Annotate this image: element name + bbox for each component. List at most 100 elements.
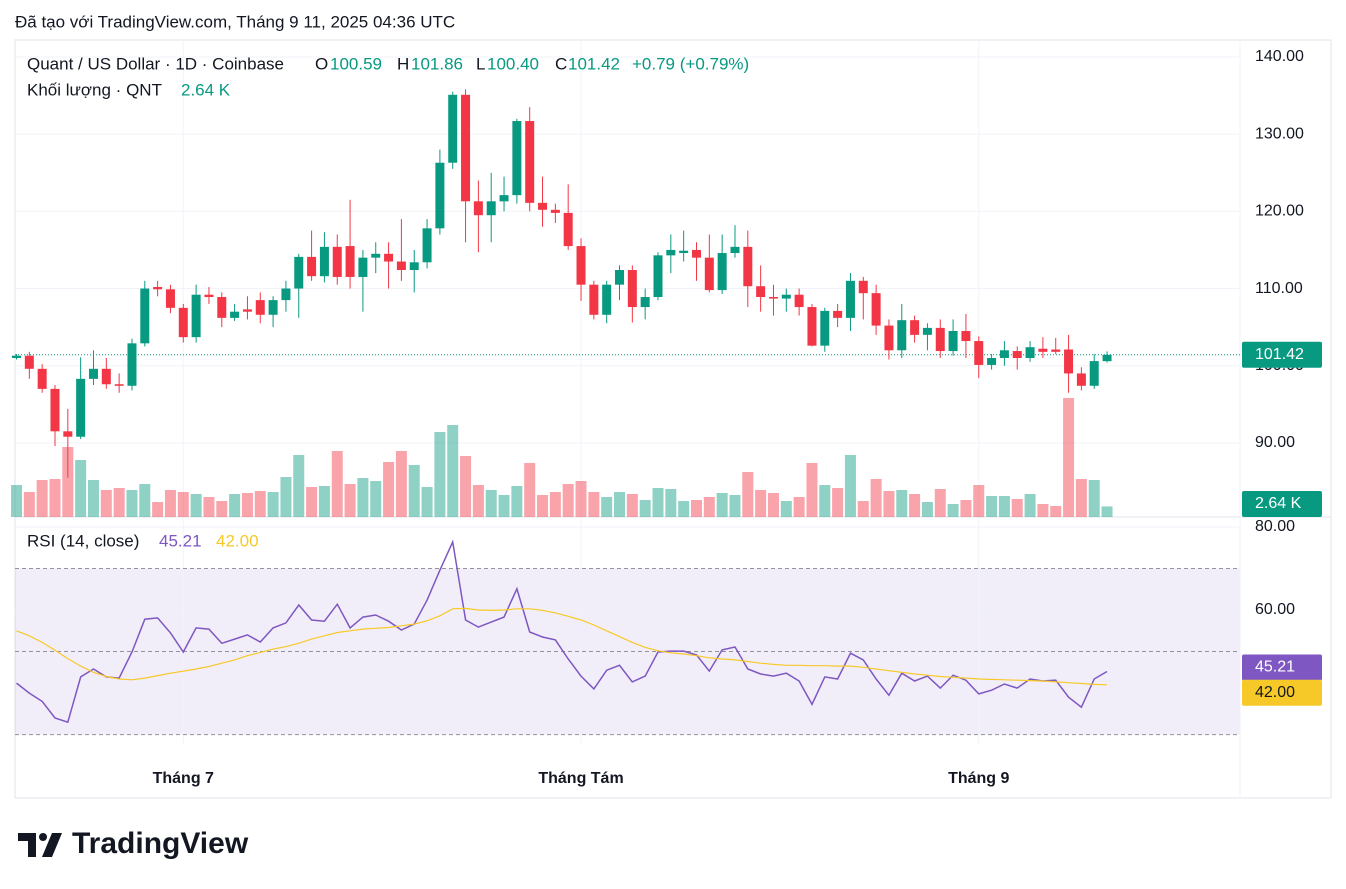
y-tick-label: 120.00: [1255, 203, 1304, 220]
volume-bar: [1037, 504, 1049, 517]
candle-body: [461, 94, 471, 202]
candle-body: [538, 202, 548, 210]
candle-body: [730, 246, 740, 254]
candle-body: [525, 121, 535, 203]
candle-body: [653, 255, 663, 298]
volume-bar: [190, 494, 202, 517]
volume-bar: [793, 497, 805, 517]
rsi-legend-value: 42.00: [216, 531, 259, 550]
volume-bar: [370, 481, 382, 517]
volume-bar: [588, 492, 600, 517]
last-price-tag: 101.42: [1255, 346, 1304, 363]
candle-body: [615, 270, 625, 285]
volume-bar: [1088, 480, 1100, 517]
candle-body: [217, 297, 227, 318]
last-price-tag-bg: [1242, 341, 1322, 368]
candle-body: [499, 195, 509, 202]
header: Đã tạo với TradingView.com, Tháng 9 11, …: [15, 12, 455, 31]
volume-bar: [23, 492, 35, 517]
candle-body: [794, 294, 804, 308]
rsi-tag: 45.21: [1255, 659, 1295, 676]
y-tick-label: 140.00: [1255, 48, 1304, 65]
volume-bar: [139, 484, 151, 517]
volume-bar: [229, 494, 241, 517]
rsi-legend: RSI (14, close): [27, 531, 139, 550]
candle-body: [153, 286, 163, 290]
volume-bar: [767, 493, 779, 517]
candle-body: [165, 289, 175, 308]
candle-body: [987, 358, 997, 365]
volume-bar: [780, 501, 792, 517]
volume-bar: [986, 496, 998, 517]
candle-body: [24, 355, 34, 369]
candle-body: [101, 368, 111, 385]
legend-change: +0.79 (+0.79%): [632, 54, 749, 73]
candle-body: [589, 284, 599, 315]
candle-body: [871, 293, 881, 326]
candle-body: [910, 320, 920, 335]
candle-body: [76, 378, 86, 437]
rsi-tag-bg: [1242, 679, 1322, 706]
volume-bar: [729, 495, 741, 517]
volume-bar: [549, 492, 561, 517]
candle-body: [204, 294, 214, 298]
volume-bar: [395, 451, 407, 517]
candle-body: [897, 320, 907, 351]
candle-body: [140, 288, 150, 344]
volume-bar: [62, 447, 74, 517]
volume-bar: [883, 491, 895, 517]
volume-bar: [639, 500, 651, 517]
y-tick-label: 90.00: [1255, 434, 1295, 451]
volume-bar: [1075, 479, 1087, 517]
volume-bar: [460, 456, 472, 517]
volume-bar: [998, 496, 1010, 517]
volume-bar: [755, 490, 767, 517]
candle-body: [1051, 349, 1061, 352]
candle-body: [576, 246, 586, 285]
volume-bar: [844, 455, 856, 517]
candle-body: [255, 300, 265, 315]
volume-bar: [254, 491, 266, 517]
volume-bar: [113, 488, 125, 517]
candle-body: [1012, 351, 1022, 358]
volume-bar: [203, 497, 215, 517]
y-tick-label: 130.00: [1255, 125, 1304, 142]
footer-brand: TradingView: [72, 827, 249, 860]
candle-body: [1089, 361, 1099, 386]
candle-body: [1025, 347, 1035, 358]
volume-bar: [665, 489, 677, 517]
volume-bar: [973, 485, 985, 517]
volume-bar: [447, 425, 459, 517]
rsi-tag: 42.00: [1255, 684, 1295, 701]
candle-body: [178, 307, 188, 338]
candle-body: [332, 246, 342, 277]
candle-body: [319, 246, 329, 277]
volume-bar: [857, 501, 869, 517]
candle-body: [358, 257, 368, 277]
candle-body: [396, 261, 406, 271]
volume-bar: [934, 489, 946, 517]
volume-bar: [806, 463, 818, 517]
candle-body: [1064, 349, 1074, 374]
candle-body: [50, 388, 60, 432]
volume-bar: [164, 490, 176, 517]
candle-body: [37, 368, 47, 389]
candle-body: [602, 284, 612, 315]
candle-body: [230, 311, 240, 318]
volume-tag-bg: [1242, 491, 1322, 517]
volume-bar: [909, 494, 921, 517]
candle-body: [756, 286, 766, 298]
candle-body: [127, 343, 137, 386]
candle-body: [12, 355, 21, 358]
volume-bar: [36, 480, 48, 517]
candle-body: [820, 310, 830, 346]
candle-body: [114, 384, 124, 386]
volume-bar: [678, 501, 690, 517]
chart-frame: [14, 39, 1332, 799]
x-tick-label: Tháng 9: [948, 770, 1009, 787]
volume-bar: [1101, 506, 1113, 517]
candle-body: [281, 288, 291, 301]
legend-key: L: [476, 54, 485, 73]
candle-body: [743, 246, 753, 287]
